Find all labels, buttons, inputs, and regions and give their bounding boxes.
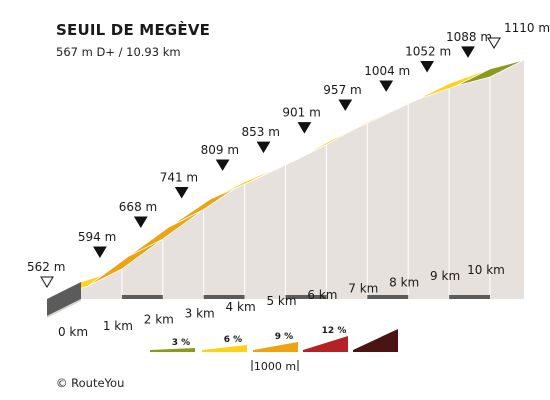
elevation-marker [379,80,394,92]
elevation-label: 741 m [160,170,198,184]
legend-grade-label: 6 % [224,335,242,345]
elevation-label: 809 m [201,143,239,157]
legend-grade-label: 12 % [322,326,347,336]
chart-title: SEUIL DE MEGÈVE [56,21,211,39]
elevation-label: 1004 m [364,64,410,78]
km-tick-label: 6 km [307,288,337,302]
elevation-label: 1052 m [405,44,451,58]
grade-segment [455,59,525,87]
profile-base-segment [449,295,490,299]
elevation-label: 562 m [27,260,65,274]
km-tick-label: 7 km [348,282,378,296]
elevation-label: 901 m [282,106,320,120]
legend-grade-label: 9 % [275,332,293,342]
legend-swatch [303,336,348,352]
elevation-marker [93,246,107,259]
elevation-marker [174,186,189,199]
legend-swatch [150,348,195,352]
credit-text: © RouteYou [56,376,125,390]
legend-swatch [202,345,247,352]
profile-base-segment [203,295,245,299]
km-tick-label: 0 km [58,325,88,339]
profile-side-wall [81,60,524,299]
profile-base-segment [367,295,409,299]
elevation-label: 594 m [78,230,116,244]
profile-base-segment [121,295,163,299]
km-tick-label: 3 km [185,306,215,320]
elevation-marker [256,141,271,154]
elevation-label: 668 m [119,200,157,214]
profile-start-base [47,299,81,318]
elevation-marker [215,159,230,171]
profile-base-segment [285,295,327,299]
elevation-marker [133,216,148,229]
elevation-label: 1110 m [504,21,550,35]
elevation-label: 1088 m [446,30,492,44]
elevation-marker [297,122,312,134]
km-tick-label: 2 km [144,313,174,327]
start-marker [40,276,54,288]
elevation-label: 957 m [323,83,361,97]
km-tick-label: 8 km [389,275,419,289]
profile-start-face [47,282,81,316]
summit-marker [487,37,501,49]
legend-swatch [353,329,398,352]
legend-swatch [253,342,298,352]
scale-bar-label: 1000 m [254,360,296,373]
elevation-label: 853 m [242,125,280,139]
elevation-marker [420,60,434,73]
chart-subtitle: 567 m D+ / 10.93 km [56,45,181,59]
km-tick-label: 1 km [103,319,133,333]
km-tick-label: 9 km [430,269,460,283]
km-tick-label: 10 km [467,263,505,277]
elevation-marker [338,99,353,111]
legend-grade-label: 3 % [172,338,190,348]
elevation-marker [461,46,475,58]
km-tick-label: 4 km [226,300,256,314]
km-tick-label: 5 km [266,294,296,308]
